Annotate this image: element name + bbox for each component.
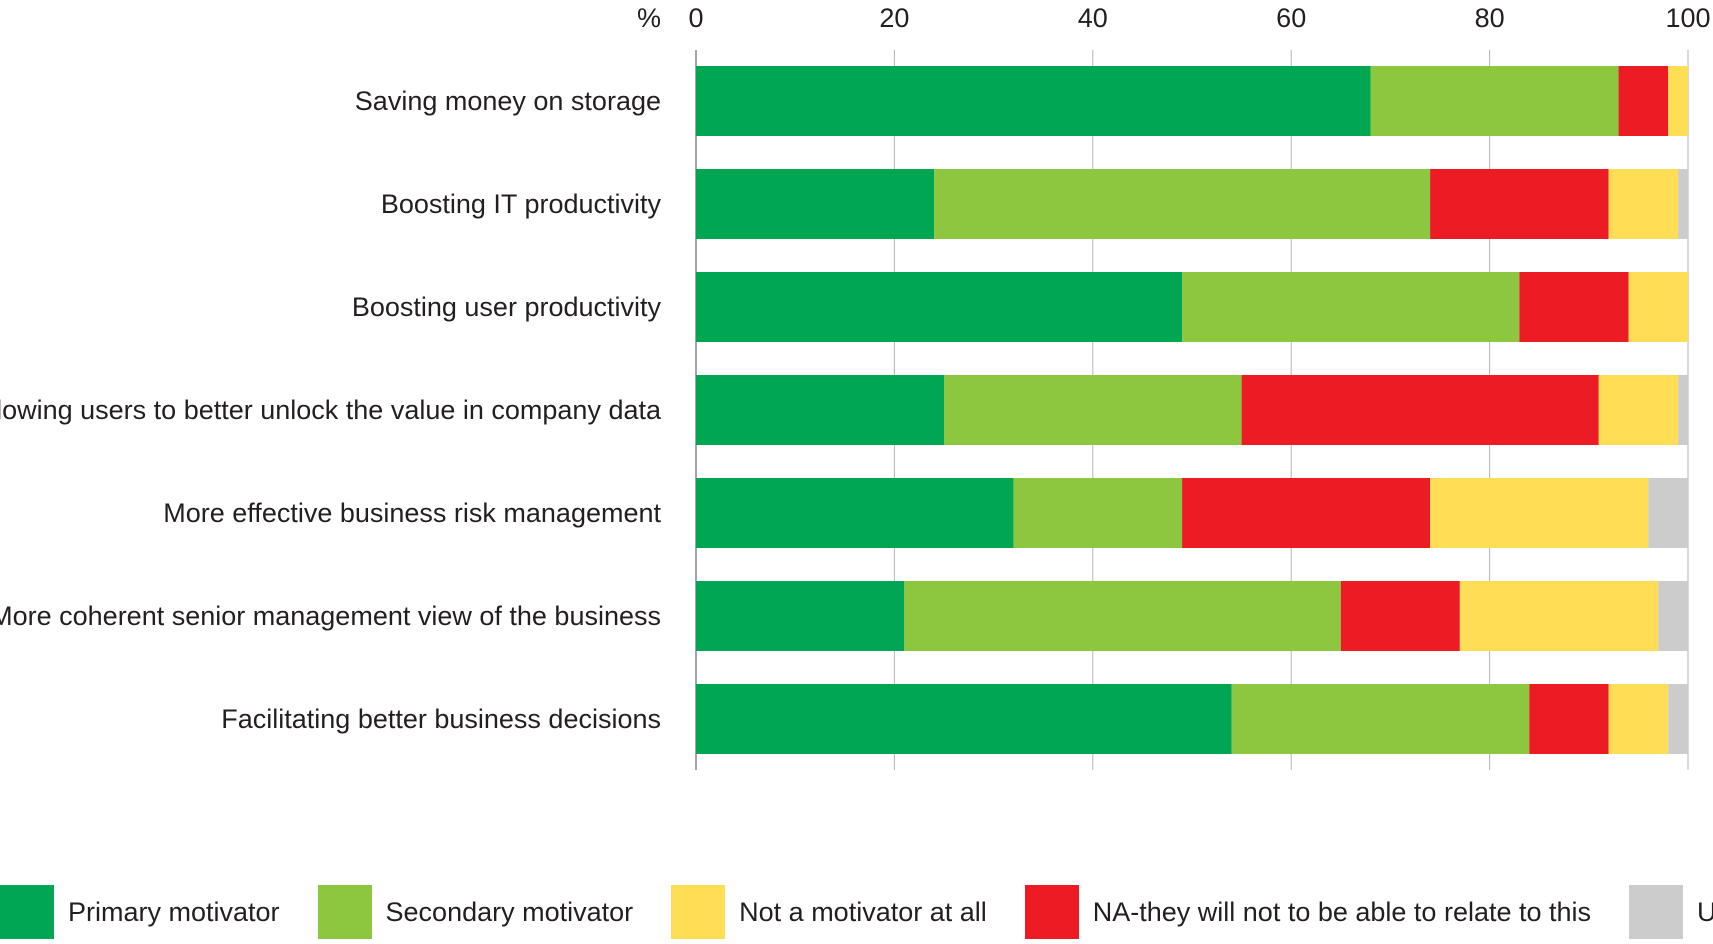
x-tick-label: 20 (879, 3, 909, 33)
bar-segment (1013, 478, 1183, 548)
legend-label: Not a motivator at all (739, 896, 987, 927)
legend-item: Not a motivator at all (671, 885, 987, 939)
legend-label: NA-they will not to be able to relate to… (1092, 896, 1592, 927)
bar-segment (696, 581, 905, 651)
bar-segment (696, 169, 935, 239)
bar-segment (1678, 169, 1688, 239)
bar-segment (1608, 684, 1669, 754)
x-axis-ticks: % 0 20 40 60 80 100 (637, 3, 1711, 33)
bar-segment (696, 272, 1183, 342)
bar-segment (1231, 684, 1530, 754)
legend-item: Unsure (1629, 885, 1713, 939)
bar-segment (696, 478, 1014, 548)
bar-segment (1430, 478, 1649, 548)
bar-segment (1182, 272, 1520, 342)
bar-segment (1598, 375, 1679, 445)
bar-segment (1370, 66, 1619, 136)
category-label: Boosting IT productivity (381, 189, 662, 219)
bar-segment (1241, 375, 1599, 445)
x-tick-label: 100 (1665, 3, 1710, 33)
x-tick-label: 60 (1276, 3, 1306, 33)
legend-item: Primary motivator (0, 885, 280, 939)
legend-swatch (1629, 885, 1684, 939)
bar-segment (1648, 478, 1688, 548)
bar-segment (1658, 581, 1688, 651)
bar-segment (904, 581, 1341, 651)
bar-segment (696, 375, 944, 445)
bar-segment (1678, 375, 1688, 445)
legend: Primary motivator Secondary motivator Not … (0, 884, 1713, 940)
category-label: More effective business risk management (163, 498, 661, 528)
legend-label: Secondary motivator (385, 896, 634, 927)
bar-segment (1529, 684, 1609, 754)
bar-segment (1668, 66, 1688, 136)
legend-item: NA-they will not to be able to relate to… (1024, 885, 1592, 939)
category-label: Allowing users to better unlock the valu… (0, 395, 662, 425)
bar-segment (1459, 581, 1659, 651)
legend-label: Primary motivator (68, 896, 280, 927)
legend-swatch (317, 885, 372, 939)
legend-swatch (671, 885, 726, 939)
x-tick-label: 40 (1078, 3, 1108, 33)
bar-segment (934, 169, 1431, 239)
legend-label: Unsure (1697, 896, 1713, 927)
x-tick-label: 80 (1475, 3, 1505, 33)
legend-swatch (0, 885, 54, 939)
category-label: Boosting user productivity (352, 292, 662, 322)
bar-segment (1668, 684, 1688, 754)
bar-segment (1608, 169, 1679, 239)
axis-unit-label: % (637, 3, 661, 33)
legend-swatch (1024, 885, 1079, 939)
bar-segment (1618, 66, 1669, 136)
bars (696, 66, 1688, 754)
bar-segment (944, 375, 1242, 445)
category-label: More coherent senior management view of … (0, 601, 661, 631)
bar-segment (1182, 478, 1431, 548)
bar-segment (1340, 581, 1460, 651)
bar-segment (696, 66, 1371, 136)
category-label: Saving money on storage (355, 86, 661, 116)
bar-segment (1430, 169, 1609, 239)
bar-segment (696, 684, 1232, 754)
x-tick-label: 0 (688, 3, 703, 33)
category-label: Facilitating better business decisions (221, 704, 661, 734)
category-labels: Saving money on storage Boosting IT produ… (0, 86, 662, 734)
stacked-bar-chart: % 0 20 40 60 80 100 Saving money on storage Bo… (0, 3, 1711, 770)
bar-segment (1628, 272, 1688, 342)
bar-segment (1519, 272, 1629, 342)
legend-item: Secondary motivator (317, 885, 634, 939)
